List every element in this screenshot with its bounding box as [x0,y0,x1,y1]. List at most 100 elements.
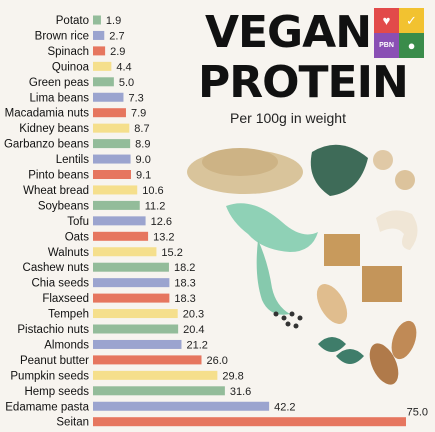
spinach-leaf-illustration [310,144,368,196]
value-label: 18.3 [174,293,195,305]
bar [93,386,225,396]
value-label: 5.0 [119,77,134,89]
pumpkin-seeds-illustration [318,337,364,364]
category-label: Peanut butter [20,355,89,367]
bar [93,231,149,241]
food-illustrations [187,144,418,385]
category-label: Flaxseed [42,293,89,305]
value-label: 8.9 [135,139,150,151]
bar [93,170,131,179]
value-label: 2.7 [109,30,124,42]
category-label: Quinoa [52,61,90,73]
category-label: Garbanzo beans [4,139,89,151]
value-label: 26.0 [207,355,228,367]
bar [93,401,270,411]
brand-logo: ♥ ✓ PBN ● [374,8,424,58]
category-label: Wheat bread [23,185,89,197]
category-label: Edamame pasta [5,401,89,413]
bar [93,46,106,56]
bar [93,309,178,319]
bar [93,247,157,257]
value-label: 2.9 [110,46,125,58]
bar [93,262,169,272]
value-label: 7.9 [131,108,146,120]
value-label: 29.8 [222,370,243,382]
category-label: Pumpkin seeds [10,370,89,382]
value-label: 9.0 [136,154,151,166]
logo-text-tile: PBN [374,33,399,58]
category-label: Almonds [44,339,89,351]
bar [93,30,105,40]
chickpea-1-illustration [373,150,393,170]
category-label: Kidney beans [19,123,89,135]
value-label: 18.3 [174,278,195,290]
category-label: Cashew nuts [23,262,90,274]
category-label: Soybeans [38,200,89,212]
subtitle: Per 100g in weight [230,110,346,126]
value-label: 18.2 [174,262,195,274]
title-line-1: VEGAN [204,7,372,58]
value-label: 1.9 [106,15,121,27]
almond-1-illustration [369,343,399,385]
category-label: Potato [56,15,89,27]
value-label: 10.6 [142,185,163,197]
value-label: 21.2 [186,339,207,351]
edamame-pod-2-illustration [256,240,290,315]
bar [93,139,131,149]
bar [93,324,179,334]
category-label: Tofu [67,216,89,228]
value-label: 11.2 [145,200,166,212]
value-label: 7.3 [128,92,143,104]
bar [93,61,112,71]
bar [93,108,126,118]
category-label: Hemp seeds [24,386,89,398]
category-label: Tempeh [48,309,89,321]
category-label: Spinach [47,46,89,58]
value-label: 20.4 [183,324,204,336]
bar [93,123,130,133]
value-label: 75.0 [407,407,428,419]
category-label: Oats [65,231,90,243]
bars-layer: Potato 1.9 Brown rice 2.7 Spinach 2.9 Quinoa 4.… [4,15,428,429]
chia-seeds-illustration [273,311,303,329]
bar [93,200,140,210]
category-label: Pistachio nuts [17,324,89,336]
quinoa-pile-top-illustration [202,148,278,176]
bar [93,77,114,87]
bar [93,278,170,288]
tempeh-block-1-illustration [324,234,360,266]
tempeh-block-2-illustration [362,266,402,302]
category-label: Pinto beans [28,170,89,182]
value-label: 42.2 [274,401,295,413]
heart-icon: ♥ [374,8,399,33]
category-label: Walnuts [48,247,89,259]
category-label: Lentils [56,154,89,166]
bar [93,185,138,195]
title-line-2: PROTEIN [198,57,409,108]
category-label: Macadamia nuts [5,108,90,120]
value-label: 9.1 [136,170,151,182]
peanut-illustration [316,284,348,324]
value-label: 31.6 [230,386,251,398]
logo-text: PBN [379,42,394,49]
category-label: Seitan [56,417,89,429]
value-label: 13.2 [153,231,174,243]
v-icon: ✓ [399,8,424,33]
value-label: 8.7 [134,123,149,135]
bar [93,355,202,365]
category-label: Lima beans [30,92,90,104]
chickpea-2-illustration [395,170,415,190]
category-label: Brown rice [35,30,89,42]
globe-icon: ● [399,33,424,58]
category-label: Chia seeds [31,278,89,290]
bar [93,92,124,102]
bar [93,15,101,25]
cashew-illustration [376,210,418,250]
bar [93,370,218,380]
bar [93,417,406,427]
bar [93,154,131,164]
almond-2-illustration [391,320,417,360]
value-label: 4.4 [116,61,131,73]
bar [93,216,146,226]
